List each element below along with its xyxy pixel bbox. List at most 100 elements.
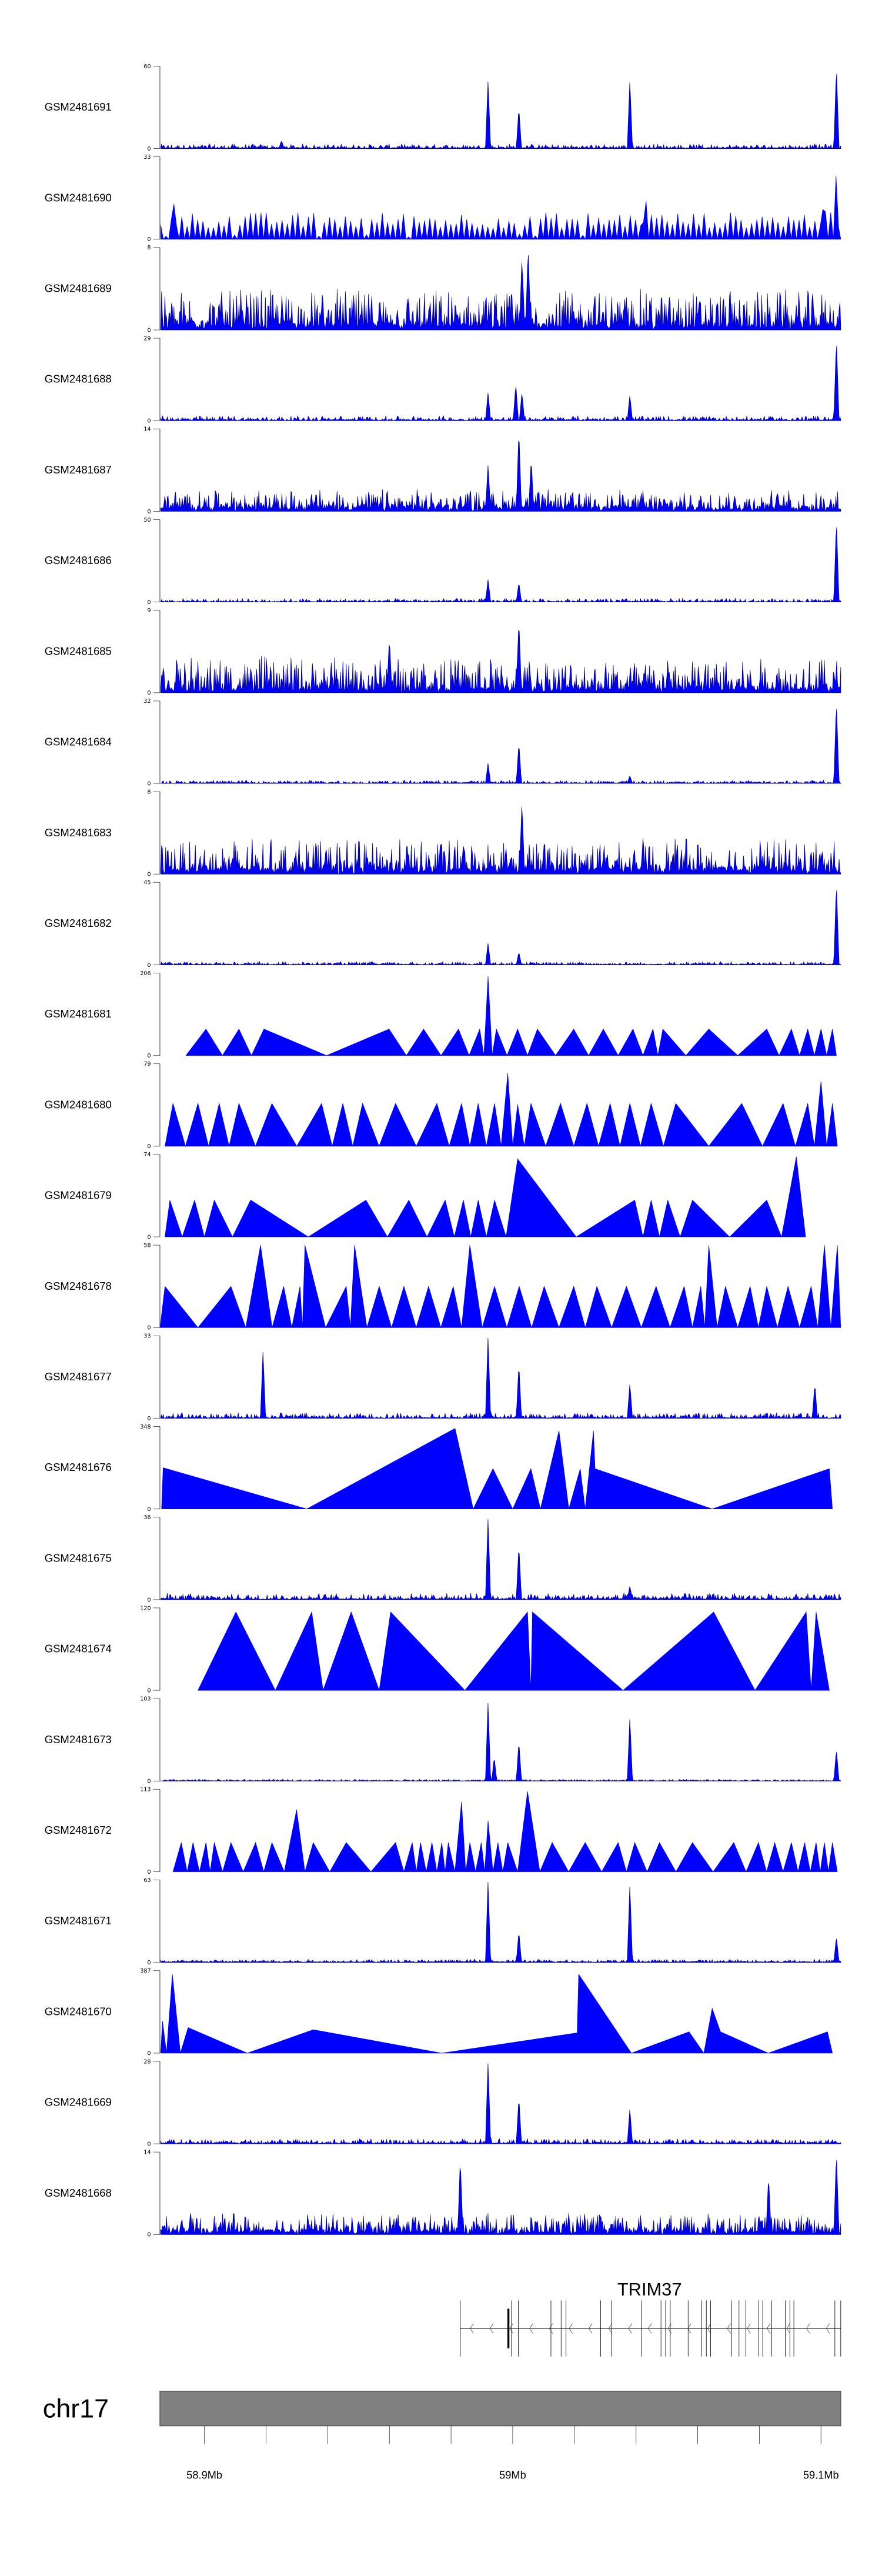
chromosome-label: chr17 bbox=[43, 2394, 109, 2424]
y-tick-label-min: 0 bbox=[147, 780, 151, 787]
strand-arrow-icon bbox=[470, 2323, 474, 2334]
track-label: GSM2481669 bbox=[45, 2096, 112, 2108]
track-GSM2481674: GSM2481674 120 0 bbox=[45, 1605, 830, 1694]
y-tick-label-max: 120 bbox=[140, 1605, 151, 1611]
track-label: GSM2481689 bbox=[45, 282, 112, 295]
y-tick-label-min: 0 bbox=[147, 1143, 151, 1150]
y-tick-label-max: 58 bbox=[143, 1242, 151, 1249]
y-tick-label-min: 0 bbox=[147, 599, 151, 606]
signal-area bbox=[161, 1337, 841, 1419]
track-GSM2481669: GSM2481669 28 0 bbox=[45, 2058, 841, 2148]
y-tick-label-max: 63 bbox=[143, 1877, 151, 1884]
track-GSM2481680: GSM2481680 79 0 bbox=[45, 1061, 838, 1150]
y-tick-label-min: 0 bbox=[147, 1597, 151, 1603]
signal-area bbox=[159, 1245, 841, 1329]
track-GSM2481691: GSM2481691 60 0 bbox=[45, 64, 841, 152]
y-tick-label-min: 0 bbox=[147, 146, 151, 152]
track-GSM2481676: GSM2481676 348 0 bbox=[45, 1424, 833, 1513]
track-GSM2481690: GSM2481690 33 0 bbox=[45, 154, 841, 243]
track-label: GSM2481680 bbox=[45, 1098, 112, 1110]
strand-arrow-icon bbox=[707, 2323, 711, 2334]
y-tick-label-min: 0 bbox=[147, 1960, 151, 1966]
track-label: GSM2481688 bbox=[45, 373, 112, 385]
signal-area bbox=[172, 1791, 838, 1873]
y-tick-label-max: 103 bbox=[140, 1696, 151, 1702]
y-tick-label-min: 0 bbox=[147, 1053, 151, 1059]
track-GSM2481686: GSM2481686 50 0 bbox=[45, 517, 841, 606]
track-label: GSM2481685 bbox=[45, 645, 112, 657]
track-GSM2481678: GSM2481678 58 0 bbox=[45, 1242, 841, 1332]
strand-arrow-icon bbox=[786, 2323, 790, 2334]
y-tick-label-min: 0 bbox=[147, 1687, 151, 1694]
signal-area bbox=[161, 176, 841, 240]
track-label: GSM2481676 bbox=[45, 1461, 112, 1473]
strand-arrow-icon bbox=[628, 2323, 632, 2334]
signal-area bbox=[161, 346, 841, 422]
track-GSM2481677: GSM2481677 33 0 bbox=[45, 1333, 841, 1422]
signal-area bbox=[161, 1519, 841, 1600]
signal-area bbox=[161, 441, 841, 512]
y-tick-label-max: 60 bbox=[143, 64, 151, 70]
y-tick-label-min: 0 bbox=[147, 509, 151, 515]
track-GSM2481688: GSM2481688 29 0 bbox=[45, 335, 841, 425]
y-tick-label-min: 0 bbox=[147, 236, 151, 243]
strand-arrow-icon bbox=[727, 2323, 731, 2334]
y-tick-label-max: 387 bbox=[140, 1968, 151, 1974]
track-label: GSM2481683 bbox=[45, 826, 112, 839]
y-tick-label-max: 8 bbox=[147, 245, 151, 251]
y-tick-label-min: 0 bbox=[147, 1416, 151, 1422]
chromosome-axis: chr17 58.9Mb 59Mb 59.1Mb bbox=[43, 2391, 841, 2481]
track-label: GSM2481673 bbox=[45, 1733, 112, 1746]
axis-tick-label: 58.9Mb bbox=[186, 2469, 222, 2481]
track-GSM2481673: GSM2481673 103 0 bbox=[45, 1696, 841, 1785]
y-tick-label-max: 50 bbox=[143, 517, 151, 523]
y-tick-label-min: 0 bbox=[147, 872, 151, 878]
chromosome-bar bbox=[159, 2391, 841, 2427]
track-GSM2481685: GSM2481685 9 0 bbox=[45, 608, 841, 696]
y-tick-label-max: 74 bbox=[143, 1152, 151, 1158]
strand-arrow-icon bbox=[766, 2323, 771, 2334]
signal-area bbox=[161, 2063, 841, 2145]
y-tick-label-max: 45 bbox=[143, 880, 151, 886]
track-label: GSM2481691 bbox=[45, 101, 112, 113]
track-label: GSM2481671 bbox=[45, 1914, 112, 1927]
y-tick-label-min: 0 bbox=[147, 327, 151, 333]
track-label: GSM2481674 bbox=[45, 1643, 112, 1655]
track-label: GSM2481684 bbox=[45, 736, 112, 748]
y-tick-label-min: 0 bbox=[147, 1778, 151, 1785]
track-GSM2481683: GSM2481683 8 0 bbox=[45, 789, 841, 878]
strand-arrow-icon bbox=[747, 2323, 751, 2334]
strand-arrow-icon bbox=[489, 2323, 494, 2334]
track-label: GSM2481678 bbox=[45, 1280, 112, 1292]
y-tick-label-max: 32 bbox=[143, 698, 151, 705]
strand-arrow-icon bbox=[509, 2323, 513, 2334]
strand-arrow-icon bbox=[826, 2323, 830, 2334]
y-tick-label-max: 348 bbox=[140, 1424, 151, 1430]
track-GSM2481684: GSM2481684 32 0 bbox=[45, 698, 841, 787]
signal-area bbox=[161, 1703, 841, 1781]
y-tick-label-min: 0 bbox=[147, 962, 151, 969]
signal-area bbox=[161, 630, 841, 693]
track-label: GSM2481679 bbox=[45, 1189, 112, 1202]
y-tick-label-max: 28 bbox=[143, 2058, 151, 2065]
track-label: GSM2481690 bbox=[45, 191, 112, 203]
signal-area bbox=[161, 708, 841, 784]
signal-area bbox=[161, 807, 841, 875]
signal-area bbox=[161, 2160, 841, 2235]
strand-arrow-icon bbox=[608, 2323, 613, 2334]
y-tick-label-min: 0 bbox=[147, 2141, 151, 2148]
track-label: GSM2481672 bbox=[45, 1824, 112, 1836]
y-tick-label-max: 14 bbox=[143, 2150, 151, 2156]
signal-area bbox=[160, 1973, 833, 2054]
signal-area bbox=[161, 255, 841, 331]
exon-block bbox=[507, 2308, 510, 2348]
y-tick-label-min: 0 bbox=[147, 1506, 151, 1513]
signal-area bbox=[165, 1156, 806, 1238]
track-GSM2481689: GSM2481689 8 0 bbox=[45, 245, 841, 333]
track-GSM2481668: GSM2481668 14 0 bbox=[45, 2150, 841, 2238]
y-tick-label-max: 9 bbox=[147, 608, 151, 614]
signal-area bbox=[185, 976, 837, 1056]
y-tick-label-max: 29 bbox=[143, 335, 151, 342]
track-label: GSM2481670 bbox=[45, 2005, 112, 2017]
track-label: GSM2481681 bbox=[45, 1007, 112, 1020]
